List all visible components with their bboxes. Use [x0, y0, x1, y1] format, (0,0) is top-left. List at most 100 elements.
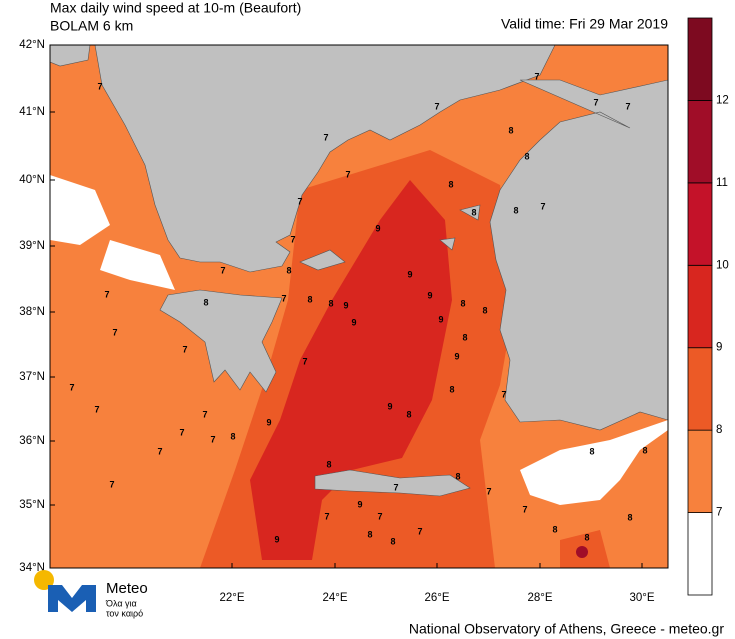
- contour-label: 7: [109, 479, 114, 489]
- balkans-land: [94, 45, 556, 273]
- title: Max daily wind speed at 10-m (Beaufort): [50, 0, 301, 16]
- contour-label: 8: [627, 512, 632, 522]
- contour-label: 8: [584, 532, 589, 542]
- calm-area: [50, 175, 668, 505]
- colorbar-segment: [687, 512, 713, 596]
- contour-label: 9: [427, 290, 432, 300]
- turkey-land: [489, 79, 668, 431]
- contour-label: 7: [345, 169, 350, 179]
- logo-tagline: Όλα για: [105, 598, 137, 608]
- contour-label: 7: [202, 409, 207, 419]
- contour-label: 8: [460, 298, 465, 308]
- contour-label: 7: [179, 427, 184, 437]
- colorbar-segment: [687, 17, 713, 101]
- contour-label: 7: [501, 389, 506, 399]
- contour-label: 8: [471, 207, 476, 217]
- contour-label: 8: [589, 446, 594, 456]
- contour-label: 8: [406, 409, 411, 419]
- colorbar: 7 8 9 10 11 12: [687, 17, 729, 596]
- contour-label: 7: [104, 289, 109, 299]
- colorbar-segment: [687, 347, 713, 431]
- zone-9-10: [250, 180, 452, 560]
- logo-name: Meteo: [106, 580, 148, 597]
- contour-label: 9: [351, 317, 356, 327]
- contour-label: 7: [522, 504, 527, 514]
- contour-label: 9: [266, 417, 271, 427]
- contour-label: 7: [182, 344, 187, 354]
- map: 42°N 41°N 40°N 39°N 38°N 37°N 36°N 35°N 34°N 22°E…: [19, 39, 669, 604]
- contour-label: 7: [486, 486, 491, 496]
- logo-tagline: τον καιρό: [106, 608, 143, 618]
- colorbar-segment: [687, 182, 713, 266]
- contour-label: 8: [449, 384, 454, 394]
- contour-label: 9: [438, 314, 443, 324]
- contour-label: 8: [326, 459, 331, 469]
- model: BOLAM 6 km: [50, 18, 133, 34]
- map-frame: [49, 44, 669, 569]
- contour-label: 8: [642, 445, 647, 455]
- contour-label: 8: [307, 294, 312, 304]
- contour-label: 8: [482, 305, 487, 315]
- colorbar-label: 12: [716, 94, 729, 106]
- colorbar-label: 11: [716, 177, 728, 189]
- contour-label: 8: [448, 179, 453, 189]
- lon-label: 26°E: [424, 592, 449, 604]
- contour-label: 7: [290, 234, 295, 244]
- contour-label: 7: [324, 511, 329, 521]
- logo: Meteo Όλα για τον καιρό: [34, 570, 148, 618]
- contour-label: 7: [593, 97, 598, 107]
- contour-label: 9: [274, 534, 279, 544]
- lon-label: 28°E: [527, 592, 552, 604]
- contour-label: 7: [625, 101, 630, 111]
- contour-label: 7: [97, 81, 102, 91]
- contour-label: 8: [462, 332, 467, 342]
- contour-label: 9: [343, 300, 348, 310]
- contour-label: 9: [375, 223, 380, 233]
- colorbar-segment: [687, 264, 713, 349]
- contour-label: 8: [203, 297, 208, 307]
- contour-label: 7: [69, 382, 74, 392]
- zone-11-12: [576, 546, 588, 558]
- contour-label: 7: [210, 434, 215, 444]
- contour-label: 8: [367, 529, 372, 539]
- contour-label: 7: [281, 293, 286, 303]
- lat-label: 36°N: [19, 435, 45, 447]
- lat-label: 42°N: [19, 39, 45, 51]
- contour-label: 8: [508, 125, 513, 135]
- colorbar-label: 8: [716, 424, 722, 436]
- contour-label: 7: [323, 132, 328, 142]
- contour-label: 9: [387, 401, 392, 411]
- contour-label: 7: [220, 265, 225, 275]
- contour-label: 8: [455, 471, 460, 481]
- colorbar-segment: [687, 100, 713, 184]
- contour-label: 9: [407, 269, 412, 279]
- lat-label: 37°N: [19, 371, 45, 383]
- contour-label: 7: [377, 511, 382, 521]
- contour-label: 9: [357, 499, 362, 509]
- contour-label: 8: [390, 536, 395, 546]
- colorbar-label: 9: [716, 342, 722, 354]
- contour-label: 7: [534, 71, 539, 81]
- colorbar-segment: [687, 429, 713, 513]
- contour-label: 7: [434, 101, 439, 111]
- contour-label: 7: [94, 404, 99, 414]
- contour-label: 7: [393, 482, 398, 492]
- lon-label: 24°E: [322, 592, 347, 604]
- contour-label: 8: [524, 151, 529, 161]
- logo-mark: [48, 585, 96, 612]
- lat-label: 38°N: [19, 306, 45, 318]
- contour-label: 7: [112, 327, 117, 337]
- contour-label: 7: [297, 196, 302, 206]
- contour-label: 7: [302, 356, 307, 366]
- crete-land: [314, 469, 471, 497]
- lat-label: 35°N: [19, 499, 45, 511]
- colorbar-label: 7: [716, 507, 722, 519]
- contour-label: 7: [540, 201, 545, 211]
- lat-label: 34°N: [19, 562, 45, 574]
- contour-label: 7: [157, 446, 162, 456]
- contour-label: 8: [328, 298, 333, 308]
- peloponnese-land: [159, 289, 283, 393]
- lat-label: 39°N: [19, 240, 45, 252]
- island-land: [50, 45, 481, 271]
